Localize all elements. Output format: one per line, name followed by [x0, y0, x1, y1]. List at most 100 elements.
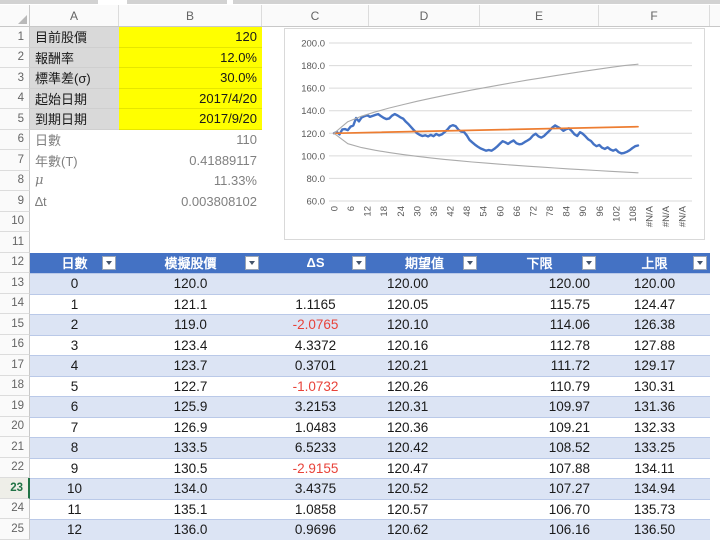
param-label-cell[interactable]: 起始日期 — [30, 88, 119, 109]
row-header-3[interactable]: 3 — [0, 68, 30, 89]
table-cell[interactable]: 121.1 — [119, 293, 262, 314]
param-value-cell[interactable]: 110 — [236, 132, 257, 148]
row-header-11[interactable]: 11 — [0, 232, 30, 253]
table-cell[interactable]: 0.9696 — [262, 519, 369, 540]
col-header-b[interactable]: B — [119, 5, 262, 26]
table-cell[interactable]: 134.11 — [599, 457, 710, 478]
table-cell[interactable]: 120.0 — [119, 273, 262, 294]
row-header-7[interactable]: 7 — [0, 150, 30, 171]
param-label-cell[interactable]: 年數(T) — [35, 153, 78, 169]
param-value-cell[interactable]: 120 — [119, 27, 262, 48]
table-cell[interactable]: 114.06 — [480, 314, 599, 335]
param-value-cell[interactable]: 30.0% — [119, 68, 262, 89]
table-cell[interactable]: 123.7 — [119, 355, 262, 376]
col-header-e[interactable]: E — [480, 5, 599, 26]
table-cell[interactable]: 1 — [30, 293, 119, 314]
table-cell[interactable]: 120.31 — [369, 396, 480, 417]
table-cell[interactable]: 124.47 — [599, 293, 710, 314]
table-cell[interactable]: 120.21 — [369, 355, 480, 376]
table-cell[interactable]: 1.0858 — [262, 498, 369, 519]
table-header-cell[interactable]: 模擬股價 — [119, 252, 262, 273]
table-cell[interactable]: 107.27 — [480, 478, 599, 499]
table-header-cell[interactable]: 日數 — [30, 252, 119, 273]
table-header-cell[interactable]: 下限 — [480, 252, 599, 273]
param-value-cell[interactable]: 11.33% — [213, 173, 257, 189]
table-cell[interactable]: -1.0732 — [262, 375, 369, 396]
param-value-cell[interactable]: 2017/4/20 — [119, 88, 262, 109]
table-cell[interactable]: 120.57 — [369, 498, 480, 519]
table-cell[interactable]: 127.88 — [599, 334, 710, 355]
table-cell[interactable]: 126.9 — [119, 416, 262, 437]
table-cell[interactable]: 5 — [30, 375, 119, 396]
row-header-6[interactable]: 6 — [0, 129, 30, 150]
table-cell[interactable]: 120.42 — [369, 437, 480, 458]
table-cell[interactable]: 6 — [30, 396, 119, 417]
table-cell[interactable]: 134.0 — [119, 478, 262, 499]
table-cell[interactable]: 120.36 — [369, 416, 480, 437]
param-label-cell[interactable]: 目前股價 — [30, 27, 119, 48]
table-cell[interactable]: 126.38 — [599, 314, 710, 335]
filter-dropdown-button[interactable] — [463, 255, 477, 270]
param-label-cell[interactable]: 到期日期 — [30, 109, 119, 130]
table-cell[interactable]: 120.00 — [480, 273, 599, 294]
row-header-4[interactable]: 4 — [0, 88, 30, 109]
row-header-2[interactable]: 2 — [0, 47, 30, 68]
param-label-cell[interactable]: 標準差(σ) — [30, 68, 119, 89]
table-cell[interactable]: 107.88 — [480, 457, 599, 478]
table-cell[interactable]: 11 — [30, 498, 119, 519]
row-header-1[interactable]: 1 — [0, 27, 30, 48]
table-cell[interactable]: 1.1165 — [262, 293, 369, 314]
row-header-17[interactable]: 17 — [0, 355, 30, 376]
row-header-18[interactable]: 18 — [0, 375, 30, 396]
table-cell[interactable]: 120.10 — [369, 314, 480, 335]
table-cell[interactable]: 131.36 — [599, 396, 710, 417]
table-cell[interactable]: 133.25 — [599, 437, 710, 458]
param-value-cell[interactable]: 2017/9/20 — [119, 109, 262, 130]
table-cell[interactable]: 135.73 — [599, 498, 710, 519]
table-cell[interactable]: 120.16 — [369, 334, 480, 355]
row-header-15[interactable]: 15 — [0, 314, 30, 335]
table-header-cell[interactable]: 期望值 — [369, 252, 480, 273]
filter-dropdown-button[interactable] — [352, 255, 366, 270]
table-cell[interactable]: 7 — [30, 416, 119, 437]
table-cell[interactable]: 4.3372 — [262, 334, 369, 355]
select-all-corner[interactable] — [0, 5, 30, 26]
table-cell[interactable]: 106.70 — [480, 498, 599, 519]
table-header-cell[interactable]: ΔS — [262, 252, 369, 273]
table-cell[interactable]: 109.97 — [480, 396, 599, 417]
filter-dropdown-button[interactable] — [102, 255, 116, 270]
table-cell[interactable]: 122.7 — [119, 375, 262, 396]
param-label-cell[interactable]: 報酬率 — [30, 47, 119, 68]
row-header-24[interactable]: 24 — [0, 498, 30, 519]
table-cell[interactable]: 108.52 — [480, 437, 599, 458]
table-cell[interactable]: 133.5 — [119, 437, 262, 458]
table-cell[interactable]: 111.72 — [480, 355, 599, 376]
param-label-cell[interactable]: 日數 — [35, 133, 62, 149]
row-header-10[interactable]: 10 — [0, 211, 30, 232]
param-label-cell[interactable]: μ — [35, 173, 44, 189]
table-cell[interactable]: 120.00 — [599, 273, 710, 294]
row-header-14[interactable]: 14 — [0, 293, 30, 314]
table-cell[interactable]: 110.79 — [480, 375, 599, 396]
row-header-9[interactable]: 9 — [0, 191, 30, 212]
table-cell[interactable]: 109.21 — [480, 416, 599, 437]
table-cell[interactable]: 130.5 — [119, 457, 262, 478]
table-cell[interactable]: 125.9 — [119, 396, 262, 417]
row-header-22[interactable]: 22 — [0, 457, 30, 478]
table-cell[interactable]: 135.1 — [119, 498, 262, 519]
row-header-5[interactable]: 5 — [0, 109, 30, 130]
param-label-cell[interactable]: ∆t — [35, 193, 47, 209]
row-header-20[interactable]: 20 — [0, 416, 30, 437]
table-cell[interactable]: 120.05 — [369, 293, 480, 314]
row-header-21[interactable]: 21 — [0, 437, 30, 458]
param-value-cell[interactable]: 0.003808102 — [181, 193, 257, 209]
param-value-cell[interactable]: 12.0% — [119, 47, 262, 68]
table-cell[interactable]: 120.47 — [369, 457, 480, 478]
filter-dropdown-button[interactable] — [582, 255, 596, 270]
table-cell[interactable]: 2 — [30, 314, 119, 335]
table-cell[interactable]: -2.0765 — [262, 314, 369, 335]
table-cell[interactable]: 130.31 — [599, 375, 710, 396]
table-cell[interactable]: 132.33 — [599, 416, 710, 437]
table-cell[interactable]: 0 — [30, 273, 119, 294]
table-cell[interactable]: 120.52 — [369, 478, 480, 499]
